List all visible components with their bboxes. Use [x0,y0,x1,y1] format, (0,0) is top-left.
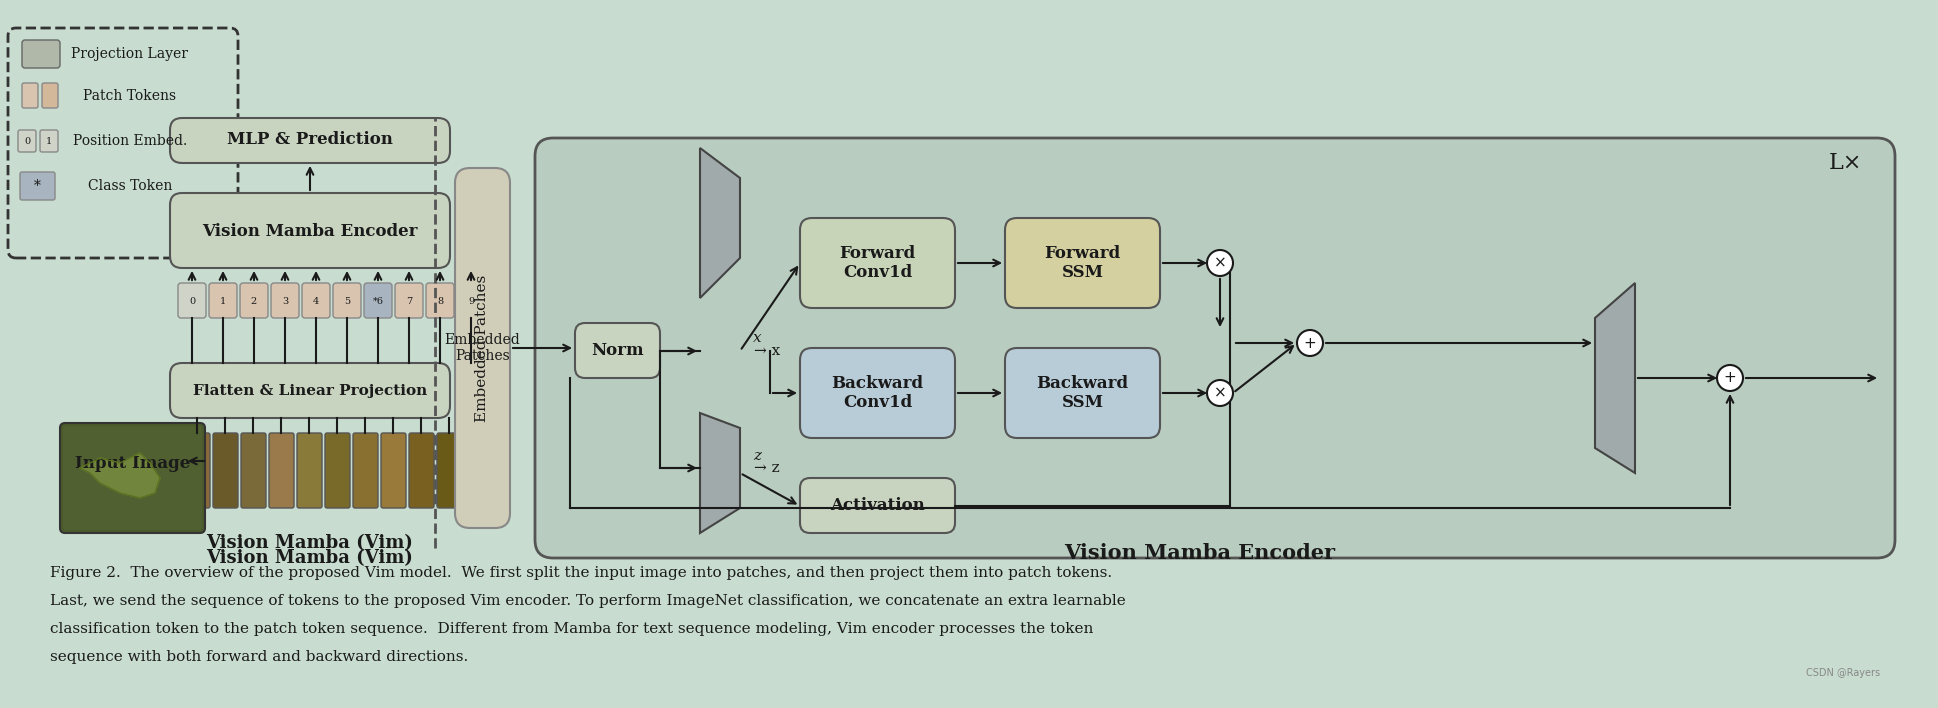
FancyBboxPatch shape [269,433,295,508]
Text: Projection Layer: Projection Layer [72,47,188,61]
FancyBboxPatch shape [333,283,360,318]
FancyBboxPatch shape [8,28,238,258]
Text: 3: 3 [281,297,289,305]
FancyBboxPatch shape [171,118,450,163]
FancyBboxPatch shape [19,172,54,200]
Text: *6: *6 [372,297,384,305]
Text: 2: 2 [250,297,258,305]
FancyBboxPatch shape [800,218,955,308]
FancyBboxPatch shape [43,83,58,108]
Text: 5: 5 [343,297,351,305]
Text: Input Image: Input Image [76,455,190,472]
Circle shape [1207,380,1233,406]
FancyBboxPatch shape [271,283,298,318]
FancyBboxPatch shape [457,283,484,318]
Text: CSDN @Rayers: CSDN @Rayers [1806,668,1880,678]
Text: Backward
SSM: Backward SSM [1037,375,1128,411]
Text: Vision Mamba (Vim): Vision Mamba (Vim) [207,549,413,567]
Text: Flatten & Linear Projection: Flatten & Linear Projection [194,384,426,398]
Text: +: + [1723,370,1736,385]
Text: Vision Mamba Encoder: Vision Mamba Encoder [202,222,419,239]
FancyBboxPatch shape [60,423,205,533]
FancyBboxPatch shape [240,433,266,508]
FancyBboxPatch shape [64,426,202,530]
FancyBboxPatch shape [213,433,238,508]
Text: Last, we send the sequence of tokens to the proposed Vim encoder. To perform Ima: Last, we send the sequence of tokens to … [50,594,1126,608]
Text: 7: 7 [405,297,413,305]
FancyBboxPatch shape [364,283,391,318]
Polygon shape [79,453,161,498]
Text: z: z [754,449,762,463]
Text: 9: 9 [467,297,475,305]
FancyBboxPatch shape [576,323,661,378]
FancyBboxPatch shape [41,130,58,152]
FancyBboxPatch shape [1006,348,1161,438]
FancyBboxPatch shape [800,478,955,533]
FancyBboxPatch shape [184,433,209,508]
Text: → x: → x [754,344,781,358]
Text: Forward
SSM: Forward SSM [1045,245,1120,281]
Text: Activation: Activation [829,497,924,514]
Text: ×: × [1213,385,1227,401]
Text: 1: 1 [219,297,227,305]
FancyBboxPatch shape [297,433,322,508]
FancyBboxPatch shape [1006,218,1161,308]
Text: Class Token: Class Token [87,179,172,193]
Text: Embedded
Patches: Embedded Patches [444,333,521,363]
Text: 0: 0 [188,297,196,305]
Text: Vision Mamba Encoder: Vision Mamba Encoder [1064,543,1335,563]
FancyBboxPatch shape [353,433,378,508]
FancyBboxPatch shape [21,83,39,108]
Circle shape [1207,250,1233,276]
Text: Norm: Norm [591,342,643,359]
Circle shape [1297,330,1324,356]
Text: Forward
Conv1d: Forward Conv1d [839,245,915,281]
Text: x: x [754,331,762,345]
Text: Figure 2.  The overview of the proposed Vim model.  We first split the input ima: Figure 2. The overview of the proposed V… [50,566,1112,580]
Text: L×: L× [1828,152,1862,174]
Text: Backward
Conv1d: Backward Conv1d [831,375,924,411]
FancyBboxPatch shape [209,283,236,318]
FancyBboxPatch shape [240,283,267,318]
FancyBboxPatch shape [302,283,329,318]
FancyBboxPatch shape [409,433,434,508]
FancyBboxPatch shape [535,138,1895,558]
Text: 1: 1 [47,137,52,146]
Text: classification token to the patch token sequence.  Different from Mamba for text: classification token to the patch token … [50,622,1093,636]
FancyBboxPatch shape [21,40,60,68]
Text: 0: 0 [23,137,31,146]
FancyBboxPatch shape [17,130,37,152]
Text: Embedded Patches: Embedded Patches [475,275,490,422]
FancyBboxPatch shape [455,168,510,528]
Text: *: * [33,179,41,193]
Polygon shape [700,413,740,533]
Text: sequence with both forward and backward directions.: sequence with both forward and backward … [50,650,469,664]
FancyBboxPatch shape [800,348,955,438]
Text: Vision Mamba (Vim): Vision Mamba (Vim) [207,534,413,552]
FancyBboxPatch shape [171,363,450,418]
Text: MLP & Prediction: MLP & Prediction [227,132,393,149]
Text: Patch Tokens: Patch Tokens [83,89,176,103]
Circle shape [1717,365,1742,391]
Text: +: + [1304,336,1316,350]
Text: 8: 8 [436,297,444,305]
Text: 4: 4 [312,297,320,305]
FancyBboxPatch shape [395,283,422,318]
Text: → z: → z [754,461,779,475]
FancyBboxPatch shape [436,433,461,508]
Polygon shape [1595,283,1636,473]
FancyBboxPatch shape [382,433,405,508]
Text: ×: × [1213,256,1227,270]
FancyBboxPatch shape [426,283,453,318]
FancyBboxPatch shape [171,193,450,268]
FancyBboxPatch shape [326,433,351,508]
FancyBboxPatch shape [178,283,205,318]
Polygon shape [700,148,740,298]
Text: Position Embed.: Position Embed. [74,134,188,148]
